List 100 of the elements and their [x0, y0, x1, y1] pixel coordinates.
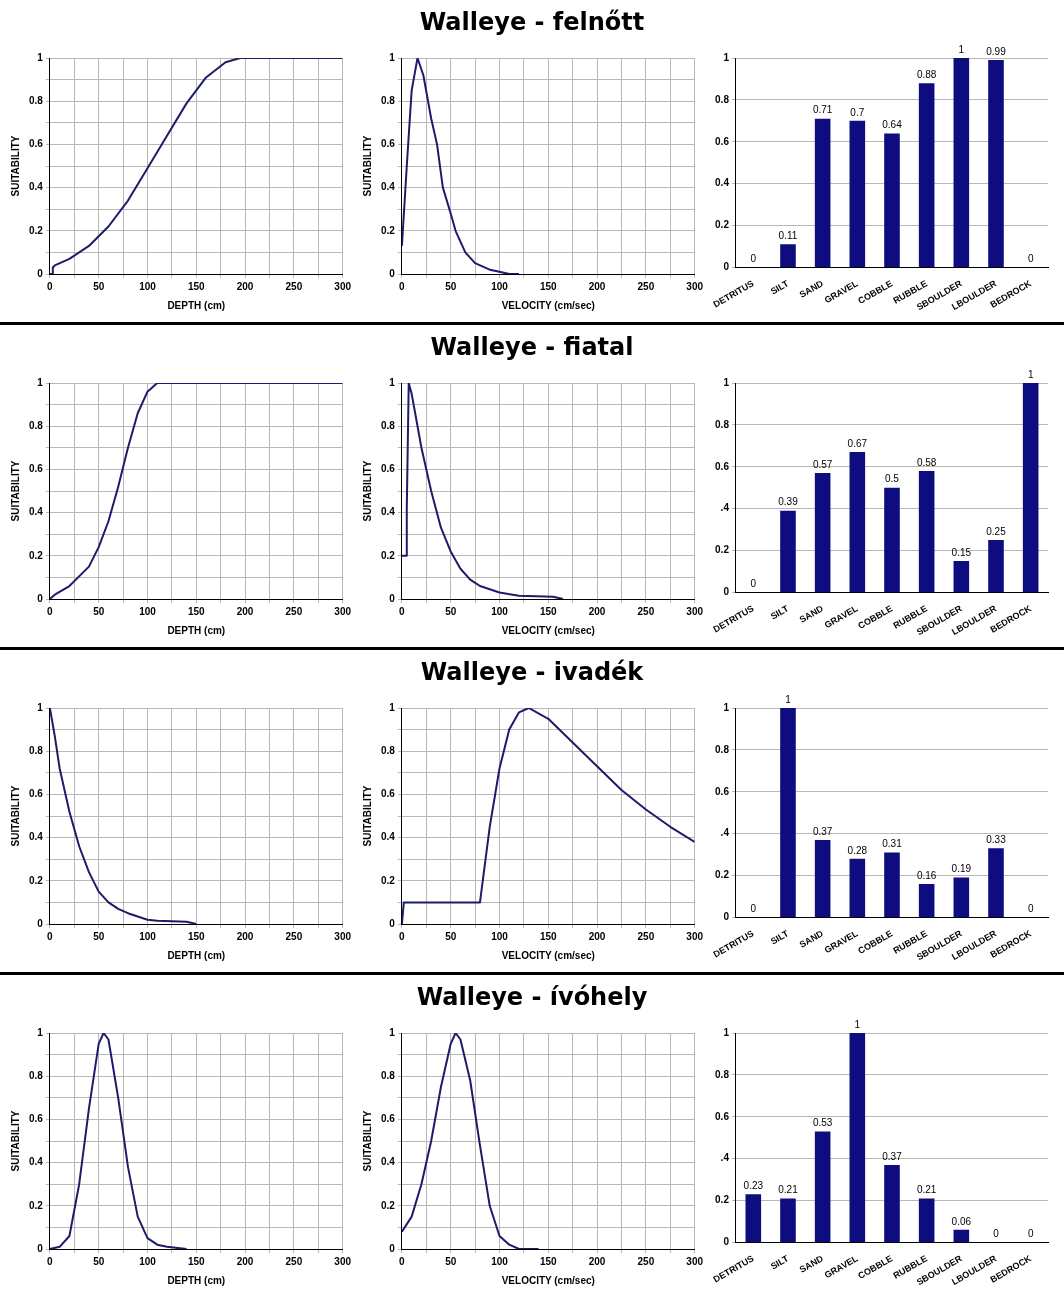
- x-tick-label: 300: [334, 605, 352, 617]
- y-tick-label: 0.8: [381, 1069, 396, 1081]
- y-tick-label: 1: [37, 376, 44, 388]
- y-axis-title: SUITABILITY: [361, 785, 373, 847]
- data-label: 0.33: [986, 834, 1007, 846]
- y-tick-label: 0.6: [715, 135, 730, 147]
- x-tick-label: 250: [285, 280, 303, 292]
- bar: [884, 852, 900, 917]
- bar: [988, 848, 1004, 917]
- y-tick-label: 0.8: [29, 744, 44, 756]
- x-axis-title: DEPTH (cm): [167, 1274, 226, 1286]
- x-tick-label: 0: [399, 1255, 406, 1267]
- x-tick-label: 150: [187, 280, 206, 292]
- y-axis-title: SUITABILITY: [9, 1110, 21, 1172]
- x-tick-label: 0: [47, 930, 54, 942]
- data-label: 0.16: [916, 869, 937, 881]
- y-tick-label: 0: [37, 1242, 44, 1254]
- data-label: 1: [958, 43, 965, 55]
- data-label: 0: [1027, 253, 1034, 265]
- x-tick-label: 100: [139, 1255, 157, 1267]
- y-tick-label: 0.6: [715, 460, 730, 472]
- bar: [918, 1198, 935, 1242]
- x-tick-label: 0: [47, 1255, 54, 1267]
- y-tick-label: 0.2: [715, 219, 730, 231]
- x-tick-label: 100: [139, 605, 157, 617]
- y-tick-label: 0.4: [381, 831, 396, 843]
- x-axis-title: VELOCITY (cm/sec): [501, 949, 595, 961]
- y-tick-label: 0.8: [29, 419, 44, 431]
- data-label: 0: [1027, 1228, 1034, 1240]
- x-tick-label: 100: [491, 280, 509, 292]
- bar: [780, 708, 796, 917]
- y-tick-label: 0.2: [715, 544, 730, 556]
- y-tick-label: 0.8: [29, 94, 44, 106]
- data-label: 0.23: [743, 1179, 764, 1191]
- x-tick-label: 50: [93, 280, 105, 292]
- y-tick-label: 0.6: [381, 463, 396, 475]
- y-tick-label: 0.4: [29, 506, 44, 518]
- x-tick-label: 300: [686, 1255, 704, 1267]
- bar: [918, 470, 935, 592]
- y-tick-label: 0.2: [381, 549, 396, 561]
- y-tick-label: 0: [723, 1236, 730, 1248]
- x-tick-label: SILT: [768, 603, 791, 622]
- x-tick-label: 200: [588, 605, 606, 617]
- y-tick-label: 0.6: [29, 1113, 44, 1125]
- x-tick-label: 150: [539, 1255, 558, 1267]
- x-tick-label: SILT: [768, 278, 791, 297]
- x-tick-label: 300: [334, 280, 352, 292]
- x-tick-label: 50: [93, 1255, 105, 1267]
- y-tick-label: 1: [389, 701, 396, 713]
- y-tick-label: 0.2: [29, 549, 44, 561]
- data-label: 0.53: [812, 1117, 833, 1129]
- bar: [953, 1229, 970, 1242]
- x-tick-label: 100: [491, 1255, 509, 1267]
- x-tick-label: 150: [539, 605, 558, 617]
- y-tick-label: 1: [723, 376, 730, 388]
- data-label: 0.67: [847, 437, 868, 449]
- x-tick-label: 50: [93, 605, 105, 617]
- x-axis-title: DEPTH (cm): [167, 624, 226, 636]
- x-tick-label: 50: [445, 280, 457, 292]
- x-axis-title: DEPTH (cm): [167, 299, 226, 311]
- y-tick-label: 1: [389, 51, 396, 63]
- bar: [780, 244, 796, 267]
- y-tick-label: 0.4: [29, 1156, 44, 1168]
- x-axis-title: VELOCITY (cm/sec): [501, 1274, 595, 1286]
- y-tick-label: 0.4: [29, 181, 44, 193]
- data-label: 0.88: [916, 68, 937, 80]
- data-label: 0.28: [847, 844, 868, 856]
- y-axis-title: SUITABILITY: [9, 135, 21, 197]
- x-tick-label: 250: [637, 930, 655, 942]
- x-axis-title: VELOCITY (cm/sec): [501, 299, 595, 311]
- y-tick-label: .4: [720, 827, 730, 839]
- data-label: 1: [785, 693, 792, 705]
- data-label: 0.57: [812, 458, 833, 470]
- bar: [918, 83, 935, 267]
- data-label: 0.31: [882, 838, 903, 850]
- x-tick-label: 150: [187, 605, 206, 617]
- chart-title: Walleye - ívóhely: [415, 982, 649, 1013]
- y-tick-label: 1: [389, 376, 396, 388]
- y-tick-label: 0.6: [381, 138, 396, 150]
- y-tick-label: 0.8: [715, 743, 730, 755]
- y-axis-title: SUITABILITY: [361, 1110, 373, 1172]
- x-tick-label: 300: [686, 605, 704, 617]
- x-tick-label: 300: [686, 280, 704, 292]
- data-label: 0.99: [986, 45, 1007, 57]
- x-tick-label: 150: [539, 930, 558, 942]
- chart-title: Walleye - felnőtt: [418, 7, 646, 38]
- y-tick-label: 0.6: [381, 1113, 396, 1125]
- y-tick-label: 0.2: [381, 224, 396, 236]
- data-label: 0.7: [850, 106, 865, 118]
- x-tick-label: 250: [285, 1255, 303, 1267]
- bar: [814, 473, 831, 592]
- x-axis-title: VELOCITY (cm/sec): [501, 624, 595, 636]
- y-tick-label: 1: [37, 701, 44, 713]
- bar: [849, 1033, 866, 1242]
- x-tick-label: 150: [187, 1255, 206, 1267]
- x-tick-label: SILT: [768, 1253, 791, 1272]
- x-tick-label: 200: [236, 280, 254, 292]
- bar: [814, 118, 831, 267]
- x-tick-label: 50: [445, 605, 457, 617]
- x-tick-label: 0: [399, 930, 406, 942]
